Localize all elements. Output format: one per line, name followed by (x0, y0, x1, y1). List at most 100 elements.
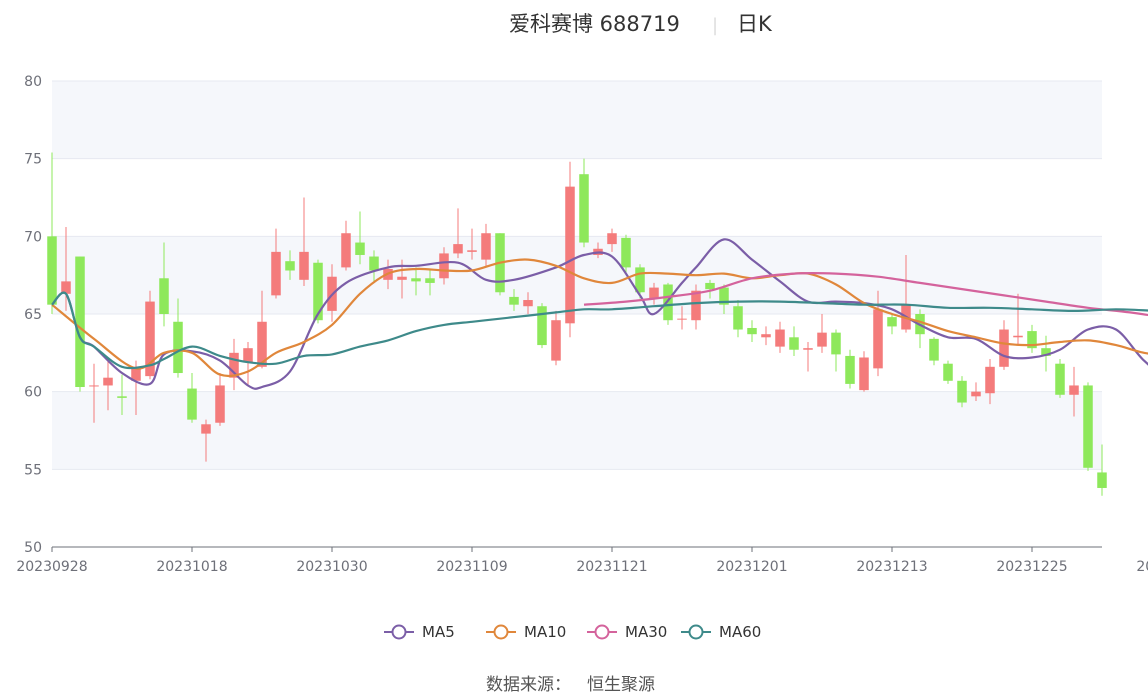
candle-body (117, 396, 127, 398)
candle-body (467, 250, 477, 252)
candle-body (775, 329, 785, 347)
candle-body (1013, 335, 1023, 338)
x-tick-label: 20231213 (856, 559, 927, 575)
legend-label: MA10 (524, 623, 566, 641)
legend-marker (493, 624, 509, 640)
x-tick-label: 20231018 (156, 559, 227, 575)
candle-body (369, 256, 379, 271)
candle-body (1027, 331, 1037, 349)
moving-average-series (51, 238, 1148, 390)
candle-body (103, 377, 113, 386)
ma-line-ma30 (583, 272, 1148, 317)
legend: MA5 MA10 MA30 MA60 (384, 623, 761, 641)
candle-body (733, 306, 743, 330)
candle-body (817, 332, 827, 347)
candle-body (747, 327, 757, 335)
candle-body (677, 318, 687, 320)
candle-body (943, 363, 953, 381)
x-tick-label: 20231225 (996, 559, 1067, 575)
ma-line-ma60 (51, 291, 1148, 370)
legend-label: MA60 (719, 623, 761, 641)
candle-body (1097, 472, 1107, 488)
candle-body (313, 262, 323, 321)
candle-body (201, 424, 211, 434)
y-tick-label: 75 (24, 152, 42, 168)
candle-body (719, 287, 729, 305)
candle-body (663, 284, 673, 321)
candle-body (887, 317, 897, 327)
candle-body (341, 233, 351, 268)
candle-body (61, 281, 71, 294)
candle-body (607, 233, 617, 245)
candle-body (89, 385, 99, 387)
candle-body (635, 267, 645, 293)
plot-band (52, 81, 1102, 159)
candle-body (397, 276, 407, 280)
candle-body (131, 366, 141, 381)
period-label: 日K (737, 12, 773, 36)
candle-body (691, 290, 701, 321)
plot-background (52, 81, 1102, 547)
x-tick-label: 20240105 (1136, 559, 1148, 575)
candle-body (565, 186, 575, 324)
candle-body (789, 337, 799, 350)
candle-body (929, 338, 939, 361)
ma-line-ma10 (51, 258, 1148, 378)
x-tick-label: 20230928 (16, 559, 87, 575)
candle-body (257, 321, 267, 367)
candle-body (1069, 385, 1079, 395)
source-label: 数据来源： (486, 675, 571, 695)
candle-body (971, 391, 981, 397)
candle-body (187, 388, 197, 420)
candle-body (1083, 385, 1093, 468)
x-axis: 20230928 20231018 20231030 20231109 20231121… (16, 546, 1148, 575)
x-tick-label: 20231030 (296, 559, 367, 575)
candle-body (159, 278, 169, 314)
candle-body (229, 352, 239, 378)
y-tick-label: 60 (24, 385, 42, 401)
candle-body (355, 242, 365, 255)
legend-marker (391, 624, 407, 640)
candle-body (509, 296, 519, 305)
legend-label: MA30 (625, 623, 667, 641)
candle-body (173, 321, 183, 374)
candle-body (845, 355, 855, 384)
candle-body (453, 244, 463, 254)
candle-body (859, 357, 869, 391)
candle-body (551, 320, 561, 361)
legend-marker (688, 624, 704, 640)
candle-body (215, 385, 225, 423)
plot-band (52, 391, 1102, 470)
candle-body (75, 256, 85, 388)
source-name: 恒生聚源 (587, 675, 655, 695)
plot-band (52, 314, 1102, 392)
x-tick-label: 20231109 (436, 559, 507, 575)
legend-label: MA5 (422, 623, 455, 641)
y-tick-label: 55 (24, 462, 42, 478)
candle-body (873, 309, 883, 369)
candle-body (439, 253, 449, 279)
candle-body (999, 329, 1009, 367)
plot-band (52, 158, 1102, 237)
x-tick-label: 20231201 (716, 559, 787, 575)
candle-body (705, 282, 715, 290)
title-separator: | (712, 15, 718, 36)
candle-body (523, 300, 533, 307)
candle-body (621, 237, 631, 268)
candle-body (47, 236, 57, 305)
candle-body (285, 261, 295, 271)
candle-body (145, 301, 155, 377)
candle-body (803, 348, 813, 350)
legend-marker (594, 624, 610, 640)
x-tick-label: 20231121 (576, 559, 647, 575)
plot-band (52, 469, 1102, 547)
candle-body (537, 306, 547, 346)
candle-body (425, 278, 435, 283)
candle-body (481, 233, 491, 260)
candle-body (649, 287, 659, 299)
candle-body (243, 348, 253, 363)
candle-body (761, 334, 771, 338)
candle-body (299, 251, 309, 280)
candle-body (1055, 363, 1065, 395)
